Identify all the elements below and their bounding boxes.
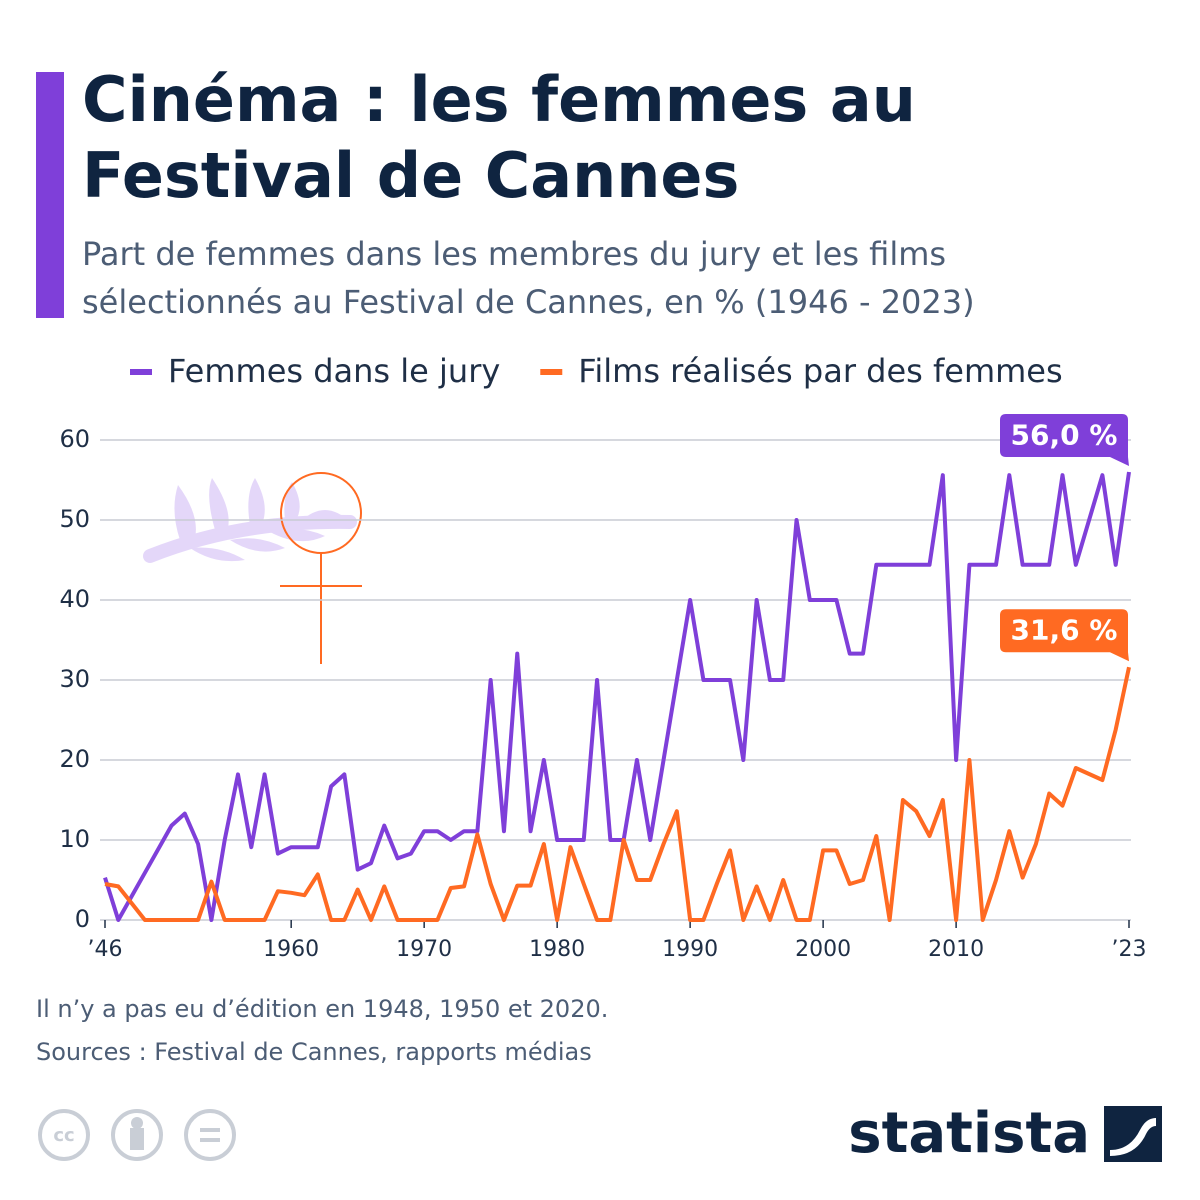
legend-label: Femmes dans le jury bbox=[168, 352, 500, 390]
source: Sources : Festival de Cannes, rapports m… bbox=[36, 1038, 592, 1066]
y-tick-label: 0 bbox=[75, 905, 90, 933]
x-tick-label: 2010 bbox=[928, 937, 984, 962]
svg-text:cc: cc bbox=[53, 1125, 74, 1146]
x-tick-label: ’23 bbox=[1112, 937, 1147, 962]
callout-box bbox=[1000, 609, 1129, 662]
y-tick-label: 50 bbox=[59, 505, 90, 533]
x-tick-label: 1990 bbox=[662, 937, 718, 962]
license-icons: cc bbox=[38, 1109, 236, 1161]
brand-logo bbox=[1104, 1106, 1162, 1162]
y-tick-label: 40 bbox=[59, 585, 90, 613]
x-tick-label: 1970 bbox=[396, 937, 452, 962]
brand: statista bbox=[848, 1101, 1090, 1166]
footnote: Il n’y a pas eu d’édition en 1948, 1950 … bbox=[36, 995, 608, 1023]
chart-subtitle: Part de femmes dans les membres du jury … bbox=[82, 235, 946, 273]
accent-bar bbox=[36, 72, 64, 318]
y-tick-label: 20 bbox=[59, 745, 90, 773]
x-tick-label: 1980 bbox=[529, 937, 585, 962]
female-symbol bbox=[280, 472, 362, 664]
y-tick-label: 10 bbox=[59, 825, 90, 853]
x-tick-label: 2000 bbox=[795, 937, 851, 962]
series-line bbox=[104, 666, 1131, 922]
x-tick-label: ’46 bbox=[88, 937, 123, 962]
y-tick-label: 60 bbox=[59, 425, 90, 453]
chart-subtitle: sélectionnés au Festival de Cannes, en %… bbox=[82, 283, 975, 321]
y-tick-label: 30 bbox=[59, 665, 90, 693]
end-label: 31,6 % bbox=[1011, 614, 1118, 647]
legend-label: Films réalisés par des femmes bbox=[578, 352, 1062, 390]
end-label: 56,0 % bbox=[1011, 419, 1118, 452]
callout-box bbox=[1000, 414, 1129, 466]
chart-title: Festival de Cannes bbox=[82, 139, 739, 212]
x-tick-label: 1960 bbox=[263, 937, 319, 962]
chart-title: Cinéma : les femmes au bbox=[82, 63, 916, 136]
